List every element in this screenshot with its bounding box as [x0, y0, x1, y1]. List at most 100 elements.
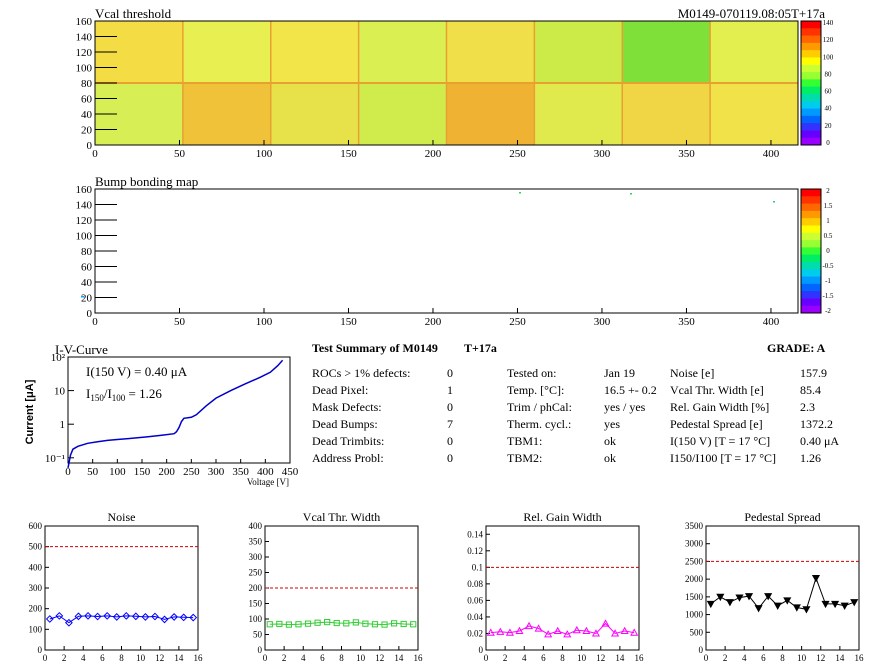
tick-label: 50 [253, 630, 263, 640]
summary-chart-1: Noise 0 100 200 300 400 500 600 0 2 4 6 8 10 12 14 16 [29, 510, 204, 663]
tick-label: 80 [81, 78, 93, 90]
summary-value: 7 [447, 417, 453, 431]
test-summary: Test Summary of M0149 T+17a GRADE: A ROC… [312, 341, 872, 476]
tick-label: 120 [823, 36, 834, 44]
tick-label: 0.06 [467, 595, 483, 605]
summary-chart-2: Vcal Thr. Width 0 50 100 150 200 250 300 350 400 0… [249, 510, 424, 663]
data-point [630, 628, 639, 636]
tick-label: 0 [704, 653, 709, 663]
roc-block [622, 83, 711, 145]
summary-label: Rel. Gain Width [%] [670, 400, 770, 414]
summary-label: I150/I100 [T = 17 °C] [670, 451, 777, 465]
tick-label: 200 [425, 316, 442, 328]
tick-label: 14 [394, 653, 404, 663]
tick-label: 10² [51, 352, 66, 364]
color-band [801, 269, 821, 278]
dead-bump-marker [630, 193, 632, 195]
data-point [170, 613, 179, 621]
data-point [333, 619, 340, 627]
tick-label: -2 [825, 307, 831, 315]
tick-label: 300 [249, 552, 263, 562]
y-axis-label: Current [μA] [24, 379, 36, 444]
tick-label: -1 [825, 277, 831, 285]
tick-label: 1 [60, 419, 66, 431]
tick-label: 250 [249, 568, 263, 578]
data-point [371, 621, 379, 628]
tick-label: 0 [479, 645, 484, 655]
color-band [801, 232, 821, 241]
summary-value: 0 [447, 400, 453, 414]
data-point [754, 605, 763, 613]
tick-label: 0.1 [472, 562, 483, 572]
color-band [801, 79, 821, 88]
tick-label: 12 [596, 653, 605, 663]
color-band [801, 35, 821, 44]
data-point [706, 600, 715, 609]
data-point [324, 619, 331, 626]
tick-label: 3000 [685, 539, 704, 549]
tick-label: 140 [76, 200, 93, 212]
tick-label: 100 [29, 624, 43, 634]
data-point [544, 630, 553, 638]
tick-label: 2000 [685, 574, 704, 584]
tick-label: 350 [232, 466, 249, 478]
color-band [801, 137, 821, 146]
summary-label: Dead Pixel: [312, 383, 369, 397]
tick-label: 0 [87, 140, 93, 152]
summary-value: 0.40 μA [800, 434, 840, 448]
tick-label: 100 [109, 466, 126, 478]
data-point [362, 620, 369, 627]
color-band [801, 64, 821, 73]
data-point [343, 620, 350, 627]
roc-block [182, 83, 271, 145]
plot-frame [44, 525, 199, 651]
color-band [801, 247, 821, 256]
data-point [572, 625, 581, 634]
tick-label: 500 [690, 627, 704, 637]
color-band [801, 50, 821, 58]
tick-label: 8 [119, 653, 124, 663]
tick-label: 0 [92, 148, 98, 160]
tick-label: 150 [134, 466, 151, 478]
chart-title: I-V-Curve [55, 342, 108, 357]
tick-label: 120 [76, 215, 93, 227]
tick-label: 0 [699, 645, 704, 655]
tick-label: 0 [38, 645, 43, 655]
tick-label: 100 [76, 63, 93, 75]
data-point [611, 629, 620, 637]
tick-label: 200 [249, 583, 263, 593]
color-scale-frame [800, 20, 822, 146]
tick-label: 0 [65, 466, 71, 478]
roc-block [534, 83, 623, 145]
data-point [505, 628, 514, 636]
data-point [563, 630, 572, 638]
tick-label: 300 [29, 583, 43, 593]
chart-title: Vcal Thr. Width [303, 510, 380, 524]
color-band [801, 108, 821, 117]
roc-block [622, 21, 711, 83]
tick-label: 40 [81, 109, 93, 121]
tick-label: 160 [76, 184, 93, 196]
tick-label: 120 [76, 47, 93, 59]
data-point [601, 619, 610, 627]
tick-label: 350 [249, 537, 263, 547]
data-point [64, 618, 73, 627]
data-point [266, 621, 273, 628]
tick-label: 14 [615, 653, 625, 663]
color-band [801, 189, 821, 197]
data-point [620, 626, 629, 635]
tick-label: 0 [43, 653, 48, 663]
data-point [783, 597, 792, 605]
data-point [735, 594, 744, 602]
grade-label: GRADE: A [767, 341, 826, 355]
tick-label: 4 [742, 653, 747, 663]
data-point [840, 602, 849, 610]
data-point [189, 613, 198, 622]
tick-label: 12 [375, 653, 384, 663]
tick-label: 400 [763, 148, 780, 160]
tick-label: 2 [62, 653, 67, 663]
tick-label: 400 [763, 316, 780, 328]
summary-label: Mask Defects: [312, 400, 382, 414]
roc-block [358, 83, 447, 145]
tick-label: 6 [761, 653, 766, 663]
